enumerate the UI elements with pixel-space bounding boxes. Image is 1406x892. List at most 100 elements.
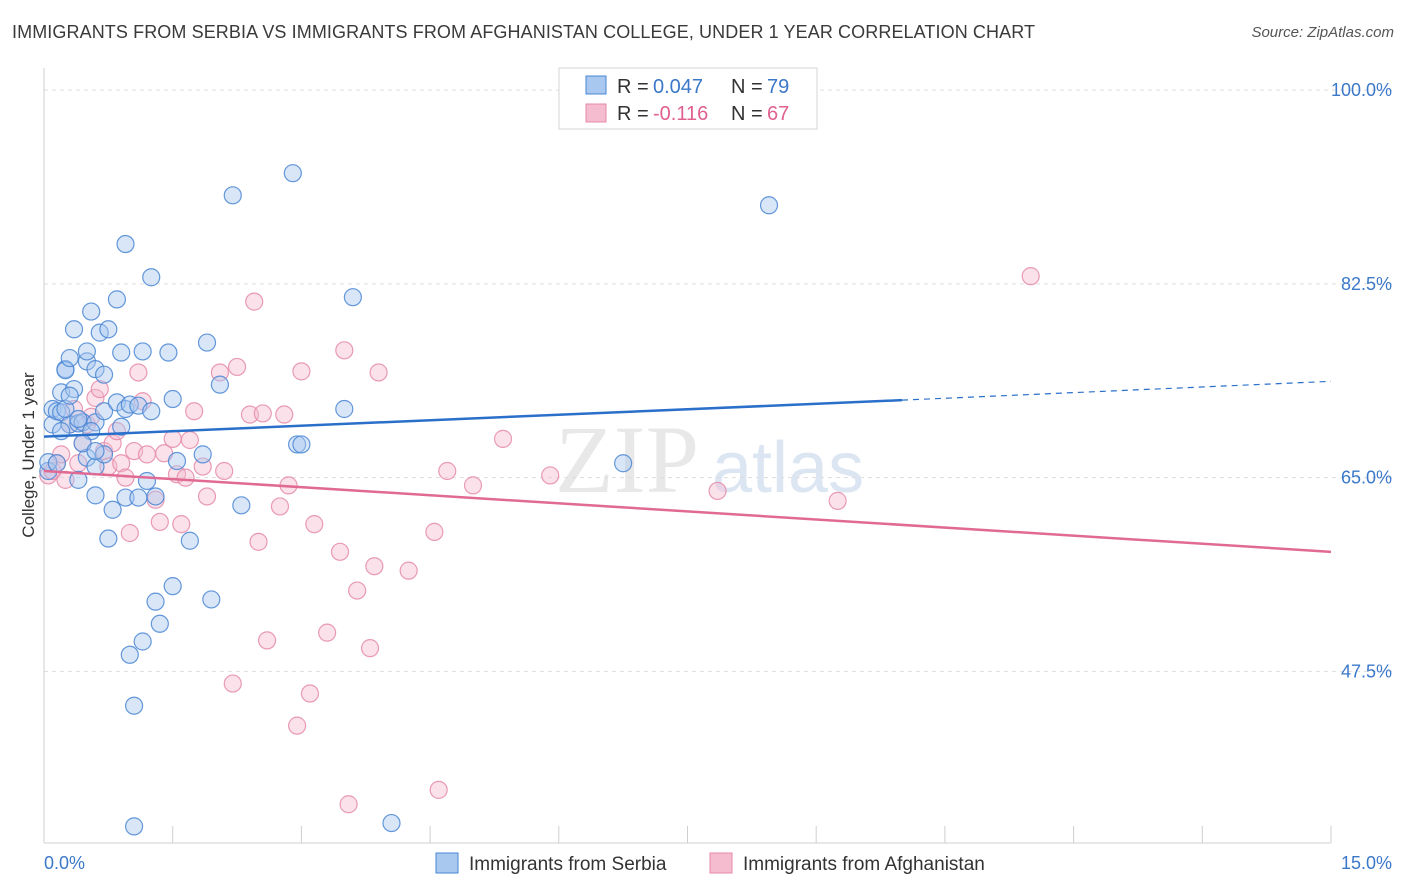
point-serbia bbox=[335, 399, 354, 419]
legend-n-label-afghanistan: N = bbox=[731, 103, 763, 125]
point-serbia bbox=[86, 441, 105, 461]
point-afghanistan bbox=[240, 405, 260, 424]
point-afghanistan bbox=[1021, 267, 1040, 286]
point-serbia bbox=[202, 590, 221, 609]
point-afghanistan bbox=[185, 402, 204, 421]
point-afghanistan bbox=[708, 481, 727, 501]
point-serbia bbox=[133, 632, 152, 651]
point-serbia bbox=[137, 471, 157, 491]
point-afghanistan bbox=[305, 515, 324, 534]
legend-r-value-afghanistan: -0.116 bbox=[653, 103, 708, 125]
point-afghanistan bbox=[129, 363, 148, 382]
legend-r-label-afghanistan: R = bbox=[617, 103, 649, 125]
point-afghanistan bbox=[493, 429, 513, 448]
point-serbia bbox=[167, 451, 187, 471]
legend-swatch-serbia bbox=[585, 75, 607, 95]
bottom-legend-label-afghanistan: Immigrants from Afghanistan bbox=[743, 854, 985, 875]
legend-swatch-afghanistan bbox=[585, 103, 607, 123]
point-afghanistan bbox=[463, 476, 483, 495]
bottom-legend-swatch-afghanistan bbox=[709, 852, 733, 874]
point-afghanistan bbox=[215, 461, 234, 481]
bottom-legend: Immigrants from Serbia Immigrants from A… bbox=[435, 852, 985, 875]
gridlines bbox=[44, 89, 1392, 672]
point-afghanistan bbox=[300, 684, 320, 703]
point-serbia bbox=[112, 417, 131, 436]
point-serbia bbox=[292, 435, 311, 454]
legend-n-value-afghanistan: 67 bbox=[767, 103, 789, 125]
point-afghanistan bbox=[253, 404, 272, 423]
point-afghanistan bbox=[438, 461, 457, 481]
point-serbia bbox=[94, 365, 114, 384]
point-serbia bbox=[129, 488, 148, 507]
legend-n-label-serbia: N = bbox=[731, 76, 763, 98]
point-afghanistan bbox=[429, 780, 448, 799]
watermark-atlas: atlas bbox=[712, 428, 864, 508]
trend-lines bbox=[43, 380, 1332, 554]
point-serbia bbox=[69, 470, 88, 489]
point-serbia bbox=[223, 186, 242, 205]
point-serbia bbox=[47, 454, 66, 473]
point-serbia bbox=[116, 488, 135, 507]
point-serbia bbox=[343, 288, 362, 307]
point-afghanistan bbox=[360, 639, 380, 658]
point-serbia bbox=[69, 409, 88, 429]
bottom-legend-swatch-serbia bbox=[435, 852, 459, 874]
legend-n-value-serbia: 79 bbox=[767, 76, 789, 98]
point-serbia bbox=[232, 496, 251, 515]
point-afghanistan bbox=[137, 445, 157, 464]
point-serbia bbox=[142, 268, 161, 287]
point-serbia bbox=[64, 320, 84, 339]
point-afghanistan bbox=[339, 795, 358, 814]
point-serbia bbox=[283, 164, 302, 183]
chart-title: IMMIGRANTS FROM SERBIA VS IMMIGRANTS FRO… bbox=[12, 22, 1036, 42]
point-serbia bbox=[210, 375, 229, 394]
point-afghanistan bbox=[120, 523, 139, 543]
point-serbia bbox=[124, 696, 144, 715]
point-serbia bbox=[120, 645, 139, 664]
point-serbia bbox=[180, 531, 199, 550]
point-afghanistan bbox=[425, 522, 444, 541]
point-serbia bbox=[60, 348, 79, 368]
point-afghanistan bbox=[172, 515, 191, 534]
point-afghanistan bbox=[541, 466, 560, 485]
point-afghanistan bbox=[335, 341, 354, 360]
point-afghanistan bbox=[176, 468, 195, 487]
point-afghanistan bbox=[318, 623, 337, 642]
point-afghanistan bbox=[288, 716, 307, 735]
point-afghanistan bbox=[197, 487, 217, 506]
y-tick-labels: 100.0% 82.5% 65.0% 47.5% bbox=[1331, 80, 1392, 681]
point-afghanistan bbox=[257, 631, 277, 650]
point-serbia bbox=[150, 614, 169, 633]
point-serbia bbox=[146, 592, 165, 611]
y-axis-title: College, Under 1 year bbox=[19, 372, 38, 538]
point-afghanistan bbox=[227, 357, 247, 377]
point-afghanistan bbox=[828, 491, 847, 510]
point-afghanistan bbox=[86, 388, 105, 408]
stats-legend: R = 0.047 N = 79 R = -0.116 N = 67 bbox=[558, 67, 818, 130]
point-afghanistan bbox=[330, 542, 350, 561]
legend-r-label-serbia: R = bbox=[617, 76, 649, 98]
point-serbia bbox=[163, 389, 182, 409]
point-serbia bbox=[60, 386, 79, 405]
point-serbia bbox=[159, 343, 178, 362]
point-afghanistan bbox=[369, 363, 388, 382]
point-afghanistan bbox=[245, 292, 264, 311]
y-tick-label: 65.0% bbox=[1341, 468, 1392, 488]
series-afghanistan-points bbox=[39, 267, 1040, 814]
point-serbia bbox=[142, 402, 161, 421]
point-afghanistan bbox=[348, 581, 367, 600]
point-afghanistan bbox=[270, 497, 290, 516]
point-afghanistan bbox=[292, 362, 311, 381]
point-serbia bbox=[99, 320, 118, 339]
bottom-legend-label-serbia: Immigrants from Serbia bbox=[469, 854, 667, 875]
point-serbia bbox=[77, 342, 97, 361]
trend-line-serbia-extension bbox=[901, 380, 1332, 401]
point-afghanistan bbox=[249, 532, 268, 551]
chart-source: Source: ZipAtlas.com bbox=[1251, 24, 1394, 41]
point-afghanistan bbox=[163, 429, 182, 448]
point-serbia bbox=[116, 234, 135, 254]
point-serbia bbox=[197, 333, 217, 352]
point-serbia bbox=[107, 290, 127, 309]
point-serbia bbox=[103, 500, 122, 519]
point-serbia bbox=[614, 454, 633, 473]
